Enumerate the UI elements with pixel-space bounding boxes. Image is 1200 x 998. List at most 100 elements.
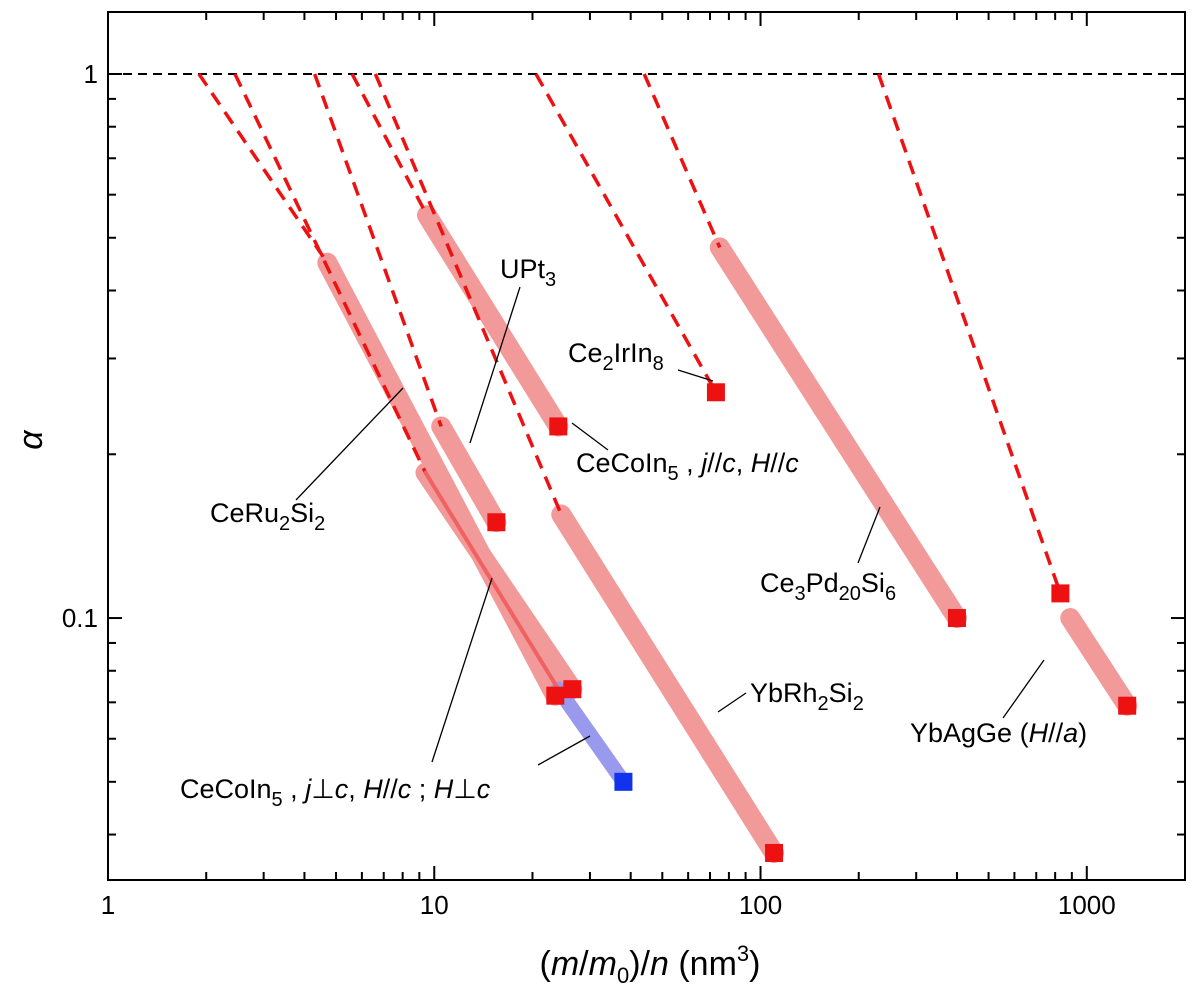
label-part: c: [477, 774, 491, 804]
label-part: ): [1078, 718, 1087, 748]
label-ce3pd20si6: Ce3Pd20Si6: [760, 568, 896, 605]
x-axis-title-part: /: [579, 945, 589, 983]
s5-extrapolation: [534, 73, 718, 394]
s7-point-2: [1051, 584, 1070, 603]
label-part: ⊥: [311, 774, 335, 804]
label-part: //: [383, 774, 399, 804]
label-part: Si: [861, 568, 885, 598]
s1-point: [563, 680, 582, 699]
label-part: 3: [545, 269, 556, 291]
label-part: YbRh: [750, 678, 818, 708]
s7-extrapolation: [876, 73, 1063, 594]
s7-point: [1118, 696, 1137, 715]
label-part: 3: [795, 583, 806, 605]
label-part: ,: [679, 448, 702, 478]
label-ybagge: YbAgGe (H//a): [910, 718, 1087, 748]
label-part: Ce: [760, 568, 795, 598]
s3-extrapolation: [350, 73, 429, 217]
label-part: 2: [314, 513, 325, 535]
s1-inner-line: [423, 470, 561, 692]
label-part: Si: [290, 498, 314, 528]
x-axis-title-part: (: [540, 945, 552, 983]
s1-blue-point: [614, 772, 633, 791]
tick-layer: [107, 12, 1186, 880]
s3-point: [549, 417, 568, 436]
s6-extrapolation: [642, 73, 722, 249]
label-part: 2: [818, 693, 829, 715]
s4-point: [765, 843, 784, 862]
line-layer: [108, 72, 1185, 692]
s7-band: [1060, 608, 1138, 716]
label-part: 5: [272, 789, 283, 811]
label-part: a: [1063, 718, 1078, 748]
s2-point: [487, 513, 506, 532]
label-part: c: [785, 448, 799, 478]
s5-point: [706, 383, 725, 402]
x-axis-title-part: )/: [629, 945, 650, 983]
label-part: CeCoIn: [180, 774, 272, 804]
label-part: CeRu: [210, 498, 279, 528]
label-part: ,: [736, 448, 751, 478]
label-part: c: [335, 774, 349, 804]
x-axis-title-part: n: [650, 945, 669, 983]
s1-blue-band: [550, 681, 631, 790]
x-axis-title-part: 3: [737, 941, 749, 966]
x-tick-label: 100: [739, 890, 782, 920]
s6-point: [947, 609, 966, 628]
label-part: Pd: [806, 568, 839, 598]
s2-extrapolation: [313, 73, 443, 428]
leader-line: [537, 735, 591, 766]
leader-line: [469, 286, 521, 444]
label-part: 2: [279, 513, 290, 535]
label-part: CeCoIn: [576, 448, 668, 478]
label-cecoin5-perp: CeCoIn5 , j⊥c, H//c ; H⊥c: [180, 774, 491, 811]
label-cecoin5-par: CeCoIn5 , j//c, H//c: [576, 448, 799, 485]
leader-line: [295, 387, 404, 501]
band-layer: [317, 205, 1138, 863]
s4-band: [551, 504, 785, 863]
s6-band: [709, 237, 967, 629]
leader-line: [431, 577, 493, 763]
label-part: 20: [839, 583, 861, 605]
x-tick-label: 1: [101, 890, 115, 920]
label-part: 5: [668, 463, 679, 485]
label-part: Ce: [568, 338, 603, 368]
leader-line: [677, 369, 714, 382]
label-part: ;: [411, 774, 434, 804]
label-part: ⊥: [453, 774, 477, 804]
label-ybrh2si2: YbRh2Si2: [750, 678, 864, 715]
label-part: UPt: [500, 254, 546, 284]
plot-frame-rect: [107, 11, 1186, 881]
label-part: IrIn: [614, 338, 653, 368]
s2-band: [431, 416, 507, 533]
label-part: ,: [348, 774, 363, 804]
s1-extrapolation: [233, 73, 428, 474]
label-ce2irin8: Ce2IrIn8: [568, 338, 664, 375]
leader-line: [717, 692, 747, 713]
label-part: c: [398, 774, 412, 804]
leader-layer: [295, 286, 1045, 766]
y-tick-label: 0.1: [62, 603, 98, 633]
x-axis-title-part: (nm: [669, 945, 737, 983]
leader-line: [571, 422, 609, 451]
label-part: 2: [853, 693, 864, 715]
s4-extrapolation: [373, 73, 563, 516]
x-axis-title-part: ): [749, 945, 760, 983]
label-part: 8: [653, 353, 664, 375]
x-tick-label: 1000: [1058, 890, 1116, 920]
x-tick-label: 10: [420, 890, 449, 920]
label-part: j: [697, 448, 708, 478]
label-part: //: [770, 448, 786, 478]
label-part: YbAgGe (: [910, 718, 1029, 748]
point-layer: [487, 383, 1137, 862]
label-part: Si: [829, 678, 853, 708]
y-tick-label: 1: [84, 59, 98, 89]
y-axis-title: α: [12, 429, 50, 450]
s0-extrapolation: [197, 73, 329, 264]
x-axis-title-part: 0: [617, 963, 629, 988]
label-part: H: [751, 448, 771, 478]
x-axis-title-part: m: [589, 945, 617, 983]
x-axis-title: (m/m0)/n (nm3): [540, 941, 761, 988]
label-part: j: [301, 774, 312, 804]
